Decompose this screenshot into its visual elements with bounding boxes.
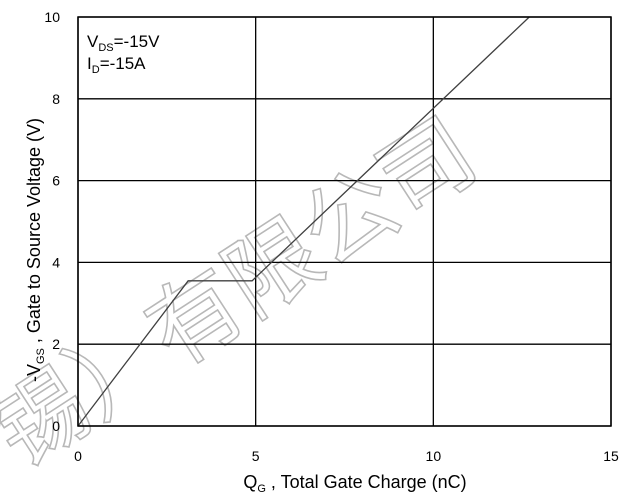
y-tick-label-0: 0 — [52, 418, 60, 434]
watermark-text: 锡）有限公司 — [0, 98, 495, 488]
y-tick-labels: 0 2 4 6 8 10 — [44, 9, 60, 434]
x-tick-label-0: 0 — [74, 448, 82, 464]
x-tick-label-1: 5 — [252, 448, 260, 464]
x-tick-label-2: 10 — [426, 448, 442, 464]
x-axis-label: QG , Total Gate Charge (nC) — [243, 472, 466, 495]
y-tick-label-3: 6 — [52, 173, 60, 189]
series-line-0 — [77, 16, 530, 427]
y-tick-label-5: 10 — [44, 9, 60, 25]
series — [77, 16, 530, 427]
y-axis-label: -VGS , Gate to Source Voltage (V) — [24, 118, 47, 382]
x-tick-label-3: 15 — [603, 448, 619, 464]
watermark: 锡）有限公司 — [0, 97, 496, 489]
y-tick-label-2: 4 — [52, 254, 60, 270]
x-tick-labels: 0 5 10 15 — [74, 448, 619, 464]
plot-frame — [77, 16, 612, 427]
annotation-id: ID=-15A — [87, 54, 146, 76]
y-tick-label-4: 8 — [52, 91, 60, 107]
annotation-vds: VDS=-15V — [87, 32, 160, 54]
y-tick-label-1: 2 — [52, 336, 60, 352]
